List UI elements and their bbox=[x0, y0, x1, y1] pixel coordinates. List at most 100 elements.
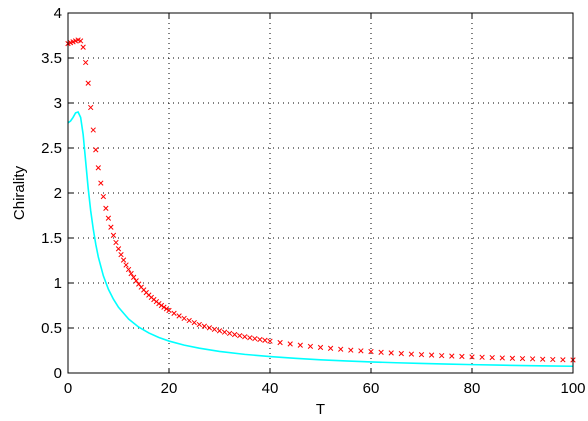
data-point-x-marker bbox=[469, 354, 475, 360]
data-point-x-marker bbox=[338, 346, 344, 352]
data-point-x-marker bbox=[327, 345, 334, 351]
data-point-x-marker bbox=[123, 262, 129, 268]
data-point-x-marker bbox=[459, 353, 465, 360]
x-tick-label: 20 bbox=[161, 380, 178, 397]
data-point-x-marker bbox=[287, 341, 293, 347]
series-0 bbox=[65, 37, 576, 363]
data-point-x-marker bbox=[378, 349, 384, 355]
data-point-x-marker bbox=[247, 335, 253, 341]
data-point-x-marker bbox=[252, 335, 258, 342]
data-point-x-marker bbox=[90, 127, 96, 133]
data-point-x-marker bbox=[439, 352, 445, 359]
data-point-x-marker bbox=[297, 342, 303, 348]
data-point-x-marker bbox=[257, 336, 263, 343]
data-point-x-marker bbox=[120, 257, 127, 263]
data-point-x-marker bbox=[509, 355, 516, 361]
tick-layer: 0 20 40 60 80 100 0 0.5 1 1.5 2 2.5 3 3.5 4 bbox=[41, 5, 585, 397]
x-tick-label: 0 bbox=[64, 380, 72, 397]
data-point-x-marker bbox=[191, 319, 197, 326]
x-tick-label: 100 bbox=[560, 380, 585, 397]
grid-layer bbox=[68, 13, 573, 373]
data-point-x-marker bbox=[181, 315, 187, 322]
data-point-x-marker bbox=[231, 331, 238, 338]
x-tick-label: 80 bbox=[464, 380, 481, 397]
data-point-x-marker bbox=[277, 339, 283, 346]
data-point-x-marker bbox=[408, 351, 415, 357]
data-point-x-marker bbox=[113, 239, 119, 246]
data-point-x-marker bbox=[83, 59, 89, 66]
data-point-x-marker bbox=[307, 343, 314, 350]
series-line bbox=[67, 111, 574, 368]
data-point-x-marker bbox=[186, 317, 192, 324]
data-point-x-marker bbox=[115, 246, 122, 252]
data-point-x-marker bbox=[358, 348, 364, 354]
data-point-x-marker bbox=[100, 193, 107, 200]
data-point-x-marker bbox=[156, 300, 162, 307]
series-layer bbox=[65, 37, 576, 368]
y-tick-label: 3.5 bbox=[41, 50, 62, 67]
data-point-x-marker bbox=[348, 347, 354, 353]
data-point-x-marker bbox=[176, 313, 182, 319]
data-point-x-marker bbox=[133, 278, 139, 284]
y-tick-label: 2 bbox=[54, 185, 62, 202]
data-point-x-marker bbox=[171, 310, 177, 316]
x-tick-label: 60 bbox=[363, 380, 380, 397]
data-point-x-marker bbox=[237, 332, 243, 339]
data-point-x-marker bbox=[93, 147, 99, 153]
data-point-x-marker bbox=[125, 266, 132, 273]
data-point-x-marker bbox=[540, 356, 546, 362]
data-point-x-marker bbox=[519, 355, 526, 362]
data-point-x-marker bbox=[206, 325, 213, 331]
data-point-x-marker bbox=[77, 38, 84, 44]
data-point-x-marker bbox=[105, 215, 112, 221]
data-point-x-marker bbox=[118, 251, 124, 258]
y-tick-label: 0 bbox=[54, 365, 62, 382]
data-point-x-marker bbox=[95, 165, 101, 171]
data-point-x-marker bbox=[108, 224, 114, 230]
data-point-x-marker bbox=[163, 306, 170, 312]
data-point-x-marker bbox=[216, 328, 223, 334]
data-point-x-marker bbox=[489, 354, 495, 361]
y-tick-label: 3 bbox=[54, 95, 62, 112]
data-point-x-marker bbox=[317, 344, 324, 351]
data-point-x-marker bbox=[262, 337, 268, 343]
y-tick-label: 4 bbox=[54, 5, 62, 22]
data-point-x-marker bbox=[196, 321, 202, 328]
data-point-x-marker bbox=[80, 44, 86, 50]
x-axis-label: T bbox=[316, 401, 325, 418]
data-point-x-marker bbox=[267, 338, 273, 344]
x-tick-label: 40 bbox=[262, 380, 279, 397]
data-point-x-marker bbox=[529, 356, 536, 362]
data-point-x-marker bbox=[388, 350, 394, 356]
series-1 bbox=[67, 111, 574, 368]
y-tick-label: 1.5 bbox=[41, 230, 62, 247]
y-tick-label: 0.5 bbox=[41, 320, 62, 337]
data-point-x-marker bbox=[499, 355, 505, 361]
data-point-x-marker bbox=[110, 232, 117, 238]
data-point-x-marker bbox=[550, 356, 556, 363]
data-point-x-marker bbox=[428, 352, 435, 358]
data-point-x-marker bbox=[201, 323, 208, 329]
data-point-x-marker bbox=[221, 329, 228, 335]
data-point-x-marker bbox=[418, 351, 425, 358]
data-point-x-marker bbox=[226, 330, 233, 337]
data-point-x-marker bbox=[85, 80, 91, 86]
y-tick-label: 1 bbox=[54, 275, 62, 292]
data-point-x-marker bbox=[103, 205, 109, 211]
data-point-x-marker bbox=[166, 307, 172, 314]
data-point-x-marker bbox=[98, 180, 104, 186]
data-point-x-marker bbox=[242, 334, 248, 340]
y-tick-label: 2.5 bbox=[41, 140, 62, 157]
data-point-x-marker bbox=[130, 274, 137, 280]
data-point-x-marker bbox=[398, 350, 404, 357]
data-point-x-marker bbox=[479, 354, 485, 360]
data-point-x-marker bbox=[449, 353, 455, 359]
data-point-x-marker bbox=[368, 348, 374, 355]
data-point-x-marker bbox=[88, 104, 94, 111]
data-point-x-marker bbox=[128, 270, 134, 277]
data-point-x-marker bbox=[211, 326, 218, 333]
data-point-x-marker bbox=[161, 304, 167, 310]
data-point-x-marker bbox=[158, 302, 165, 309]
data-point-x-marker bbox=[560, 357, 566, 363]
